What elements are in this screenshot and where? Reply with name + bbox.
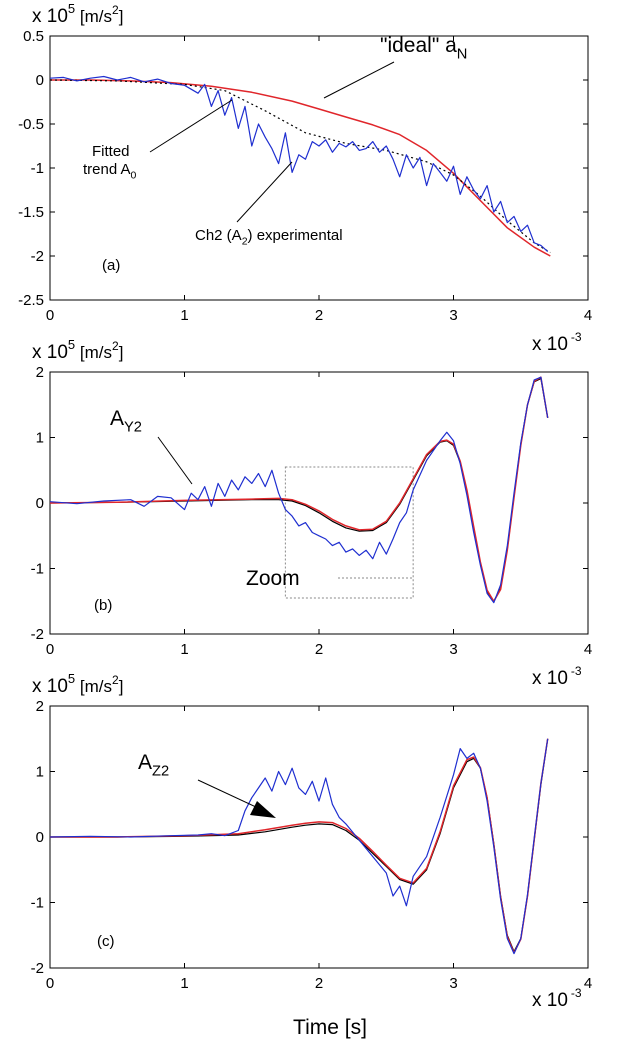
annotation-fitted-leader bbox=[149, 99, 233, 153]
y-unit-label-a: x 105 [m/s2] bbox=[32, 1, 123, 27]
y-tick-label-a: 0.5 bbox=[23, 28, 44, 45]
panel-label-a: (a) bbox=[102, 257, 120, 274]
x-tick-label-b: 2 bbox=[315, 641, 323, 658]
x-tick-label-b: 4 bbox=[584, 641, 592, 658]
x-tick-label-b: 3 bbox=[449, 641, 457, 658]
x-tick-label-b: 1 bbox=[180, 641, 188, 658]
y-tick-label-b: 1 bbox=[36, 430, 44, 447]
annotation-zoom: Zoom bbox=[246, 567, 300, 590]
y-tick-label-c: 2 bbox=[36, 698, 44, 715]
arrowhead-icon bbox=[250, 801, 276, 818]
x-axis-label: Time [s] bbox=[293, 1016, 367, 1039]
y-tick-label-a: -2.5 bbox=[18, 292, 44, 309]
series-line-ideal-a bbox=[50, 79, 551, 257]
x-tick-label-a: 4 bbox=[584, 307, 592, 324]
zoom-box bbox=[284, 466, 414, 599]
x-exponent-label-a: x 10 -3 bbox=[532, 330, 582, 355]
annotation-ideal: "ideal" aN bbox=[380, 34, 467, 62]
y-unit-label-c: x 105 [m/s2] bbox=[32, 671, 123, 697]
y-tick-label-b: 2 bbox=[36, 364, 44, 381]
x-tick-label-b: 0 bbox=[46, 641, 54, 658]
series-line-fitted-c bbox=[50, 738, 549, 953]
annotation-ay2-leader bbox=[157, 436, 193, 485]
y-unit-label-b: x 105 [m/s2] bbox=[32, 337, 123, 363]
annotation-az2-leader bbox=[197, 779, 259, 809]
panel-label-b: (b) bbox=[94, 597, 112, 614]
series-line-fitted-a bbox=[49, 79, 551, 254]
y-tick-label-b: -2 bbox=[31, 626, 44, 643]
x-tick-label-a: 1 bbox=[180, 307, 188, 324]
x-tick-label-c: 0 bbox=[46, 975, 54, 992]
y-tick-label-a: -1 bbox=[31, 160, 44, 177]
x-tick-label-a: 2 bbox=[315, 307, 323, 324]
y-tick-label-b: 0 bbox=[36, 495, 44, 512]
annotation-experimental: Ch2 (A2) experimental bbox=[195, 227, 343, 248]
annotation-fitted-line1: Fitted bbox=[92, 143, 130, 160]
annotation-ay2: AY2 bbox=[110, 407, 142, 435]
annotation-experimental-leader bbox=[236, 161, 293, 223]
y-tick-label-a: -1.5 bbox=[18, 204, 44, 221]
y-tick-label-a: 0 bbox=[36, 72, 44, 89]
series-line-experimental-a bbox=[49, 75, 549, 253]
x-tick-label-a: 0 bbox=[46, 307, 54, 324]
x-tick-label-c: 4 bbox=[584, 975, 592, 992]
series-line-ideal-c bbox=[50, 738, 549, 954]
axes-frame-b bbox=[49, 371, 589, 635]
axes-frame-a bbox=[49, 35, 589, 301]
x-exponent-label-c: x 10 -3 bbox=[532, 986, 582, 1011]
annotation-az2: AZ2 bbox=[138, 751, 169, 779]
y-tick-label-c: -1 bbox=[31, 895, 44, 912]
annotation-ideal-leader bbox=[323, 61, 395, 99]
series-line-experimental-c bbox=[49, 738, 549, 955]
y-tick-label-c: 0 bbox=[36, 829, 44, 846]
panel-label-c: (c) bbox=[97, 933, 115, 950]
y-tick-label-b: -1 bbox=[31, 561, 44, 578]
y-tick-label-a: -2 bbox=[31, 248, 44, 265]
x-tick-label-c: 3 bbox=[449, 975, 457, 992]
x-tick-label-c: 2 bbox=[315, 975, 323, 992]
y-tick-label-a: -0.5 bbox=[18, 116, 44, 133]
x-tick-label-a: 3 bbox=[449, 307, 457, 324]
series-line-experimental-b bbox=[49, 376, 549, 604]
y-tick-label-c: 1 bbox=[36, 764, 44, 781]
x-exponent-label-b: x 10 -3 bbox=[532, 664, 582, 689]
annotation-fitted-line2: trend A0 bbox=[83, 161, 137, 182]
y-tick-label-c: -2 bbox=[31, 960, 44, 977]
x-tick-label-c: 1 bbox=[180, 975, 188, 992]
